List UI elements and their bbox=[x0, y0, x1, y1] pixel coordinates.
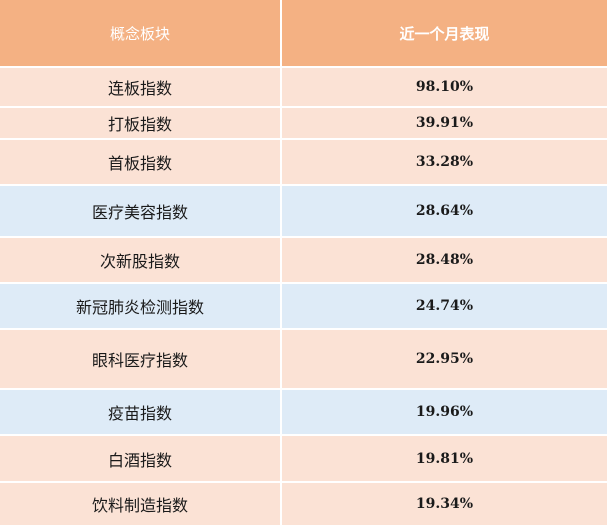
sector-name: 白酒指数 bbox=[0, 436, 282, 481]
sector-name: 首板指数 bbox=[0, 140, 282, 184]
sector-name: 连板指数 bbox=[0, 68, 282, 106]
performance: 19.96% bbox=[415, 404, 474, 420]
sector-name: 打板指数 bbox=[0, 108, 282, 138]
header-row: 概念板块 近一个月表现 bbox=[0, 0, 607, 68]
sector-name: 饮料制造指数 bbox=[0, 483, 282, 525]
header-cell: 概念板块 bbox=[0, 0, 282, 66]
sector-name: 医疗美容指数 bbox=[0, 186, 282, 236]
performance: 39.91% bbox=[415, 115, 474, 131]
performance: 28.48% bbox=[415, 252, 474, 268]
performance: 24.74% bbox=[415, 298, 474, 314]
table-row: 连板指数 98.10% bbox=[0, 68, 607, 108]
table-row: 打板指数 39.91% bbox=[0, 108, 607, 140]
table-row: 饮料制造指数 19.34% bbox=[0, 483, 607, 527]
performance: 19.34% bbox=[415, 496, 474, 512]
table-row: 医疗美容指数 28.64% bbox=[0, 186, 607, 238]
table-row: 眼科医疗指数 22.95% bbox=[0, 330, 607, 390]
table-row: 首板指数 33.28% bbox=[0, 140, 607, 186]
sector-name: 疫苗指数 bbox=[0, 390, 282, 434]
table-row: 白酒指数 19.81% bbox=[0, 436, 607, 483]
performance: 22.95% bbox=[415, 351, 474, 367]
sector-name: 眼科医疗指数 bbox=[0, 330, 282, 388]
sector-name: 新冠肺炎检测指数 bbox=[0, 284, 282, 328]
table-row: 新冠肺炎检测指数 24.74% bbox=[0, 284, 607, 330]
performance: 19.81% bbox=[415, 450, 474, 467]
header-cell: 近一个月表现 bbox=[399, 24, 490, 43]
performance: 28.64% bbox=[415, 203, 474, 219]
performance: 33.28% bbox=[415, 154, 474, 170]
sector-name: 次新股指数 bbox=[0, 238, 282, 282]
table-row: 疫苗指数 19.96% bbox=[0, 390, 607, 436]
performance: 98.10% bbox=[415, 79, 474, 95]
table-row: 次新股指数 28.48% bbox=[0, 238, 607, 284]
